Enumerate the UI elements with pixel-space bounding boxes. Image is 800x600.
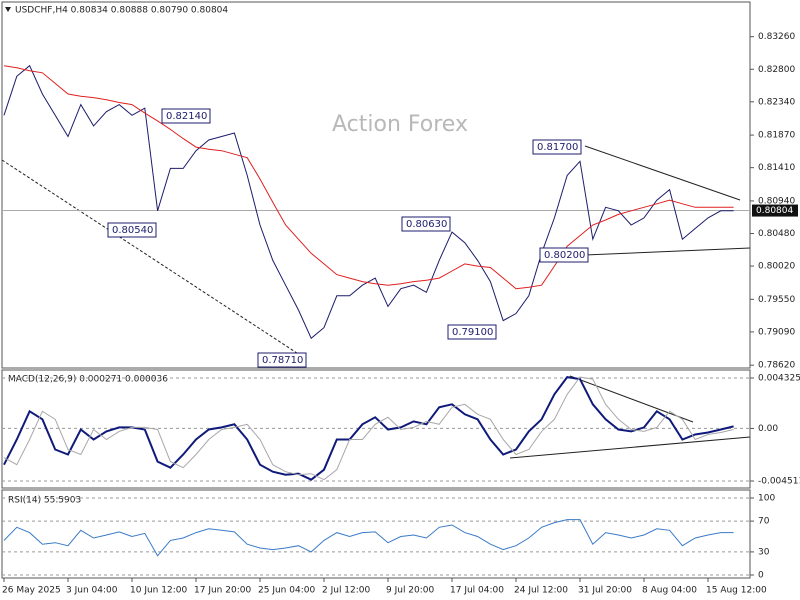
y-tick-label: 0.79090 <box>758 327 795 337</box>
annotation-box <box>107 222 157 238</box>
x-tick-label: 8 Aug 04:00 <box>642 586 697 596</box>
y-tick-label: 0.82800 <box>758 65 795 75</box>
series-line <box>3 519 734 557</box>
annotation-box <box>161 108 211 124</box>
y-tick-label: 0 <box>758 571 764 581</box>
y-tick-label: 0.80480 <box>758 229 795 239</box>
trendline <box>584 247 751 256</box>
y-tick-label: 70 <box>758 517 770 527</box>
x-tick-label: 24 Jul 12:00 <box>514 586 568 596</box>
annotation-box <box>539 247 589 263</box>
y-tick-label: 0.004325 <box>758 373 800 383</box>
macd-panel <box>1 369 751 489</box>
trendline <box>509 436 751 459</box>
series-line <box>3 376 734 481</box>
series-line <box>3 376 734 481</box>
x-tick-label: 3 Jun 04:00 <box>66 586 118 596</box>
rsi-panel <box>1 489 751 579</box>
rsi-title: RSI(14) 55.5903 <box>8 496 81 506</box>
annotation-box <box>401 216 451 232</box>
last-price-label: 0.80804 <box>756 206 793 216</box>
y-tick-label: -0.004511 <box>758 477 800 487</box>
macd-title: MACD(12,26,9) 0.000271 0.000036 <box>8 375 168 385</box>
watermark: Action Forex <box>332 112 468 137</box>
series-line <box>3 64 734 340</box>
y-tick-label: 0.81410 <box>758 163 795 173</box>
chart-title: USDCHF,H4 0.80834 0.80888 0.80790 0.8080… <box>15 6 228 16</box>
trendline <box>569 375 694 423</box>
x-tick-label: 31 Jul 20:00 <box>578 586 632 596</box>
trendline <box>584 145 741 201</box>
annotation: 0.79100 <box>452 327 493 338</box>
trendline <box>1 159 301 356</box>
y-tick-label: 0.00 <box>758 424 778 434</box>
annotation: 0.82140 <box>166 111 207 122</box>
annotation: 0.80630 <box>406 219 447 230</box>
y-tick-label: 30 <box>758 547 770 557</box>
x-tick-label: 10 Jun 12:00 <box>130 586 187 596</box>
annotation-box <box>532 139 582 155</box>
y-tick-label: 0.81870 <box>758 131 795 141</box>
x-tick-label: 9 Jul 20:00 <box>386 586 435 596</box>
y-tick-label: 0.78620 <box>758 361 795 371</box>
annotation: 0.78710 <box>262 355 303 366</box>
y-tick-label: 100 <box>758 494 775 504</box>
annotation: 0.80200 <box>544 250 585 261</box>
main-panel <box>1 1 751 369</box>
annotation-box <box>257 352 307 368</box>
y-tick-label: 0.83260 <box>758 32 795 42</box>
x-tick-label: 26 May 2025 <box>2 586 61 596</box>
series-line <box>3 65 734 290</box>
y-tick-label: 0.80940 <box>758 196 795 206</box>
x-tick-label: 25 Jun 04:00 <box>258 586 315 596</box>
x-tick-label: 15 Aug 12:00 <box>706 586 767 596</box>
last-price-box <box>752 204 798 217</box>
menu-icon <box>5 7 11 12</box>
annotation-box <box>447 324 497 340</box>
annotation: 0.81700 <box>537 142 578 153</box>
x-tick-label: 2 Jul 12:00 <box>322 586 371 596</box>
y-tick-label: 0.80020 <box>758 262 795 272</box>
x-tick-label: 17 Jun 20:00 <box>194 586 251 596</box>
y-tick-label: 0.82340 <box>758 97 795 107</box>
y-tick-label: 0.79550 <box>758 295 795 305</box>
x-tick-label: 17 Jul 04:00 <box>450 586 504 596</box>
annotation: 0.80540 <box>112 225 153 236</box>
